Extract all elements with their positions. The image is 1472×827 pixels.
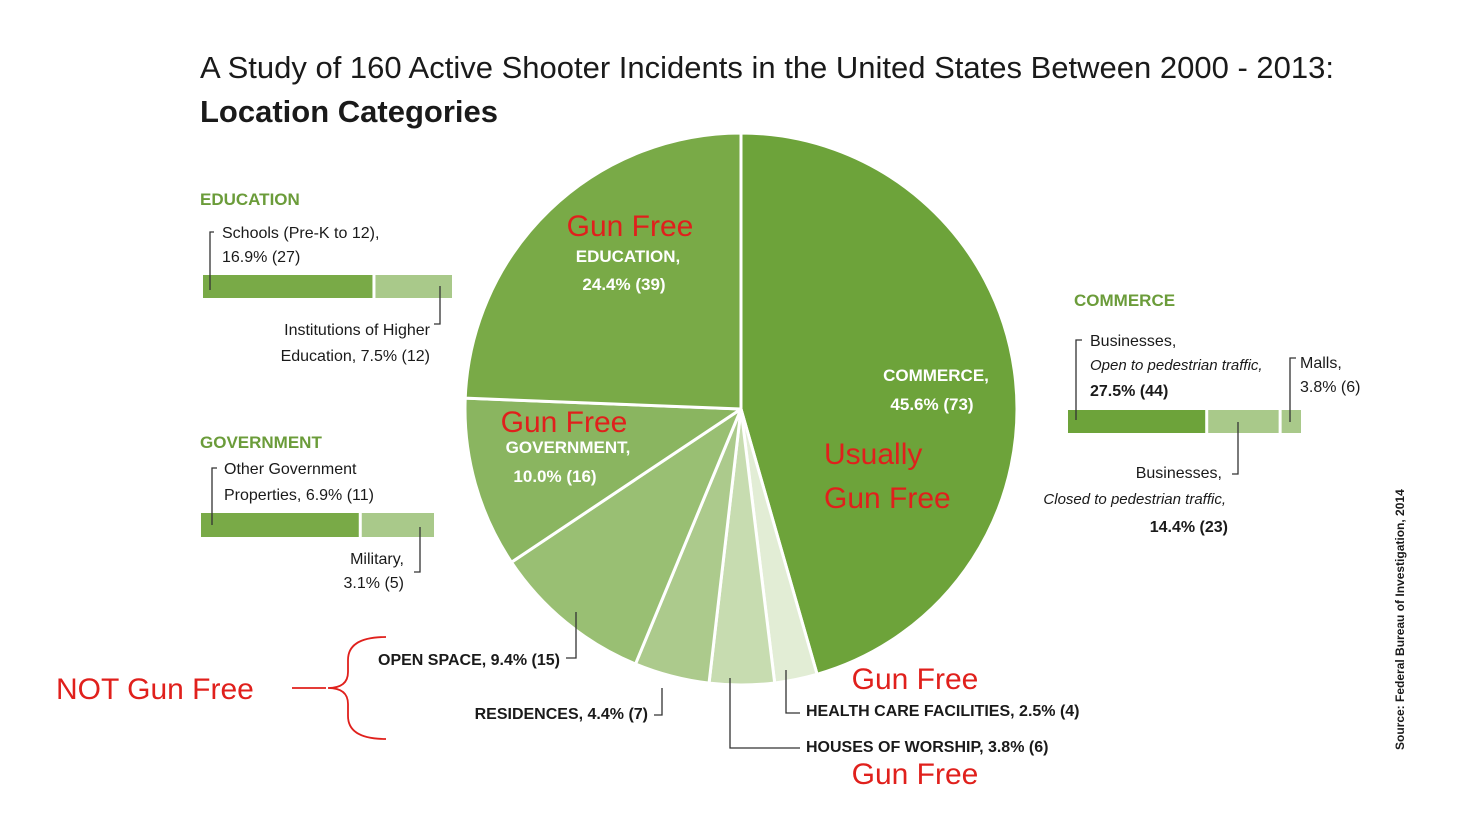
not-gun-free-note: NOT Gun Free: [56, 673, 254, 706]
education-header: EDUCATION: [200, 190, 300, 209]
worship-label: HOUSES OF WORSHIP, 3.8% (6): [806, 739, 1048, 756]
education-slice-label: EDUCATION,: [576, 247, 681, 266]
worship-leader: [729, 678, 800, 749]
malls-label-line1: Malls,: [1300, 355, 1342, 372]
higher-ed-leader: [434, 286, 441, 325]
closed-business-label-line1: Businesses,: [1136, 465, 1222, 482]
education-gun-free-note: Gun Free: [567, 210, 694, 243]
other-gov-leader: [211, 467, 217, 525]
closed-business-leader: [1232, 422, 1239, 475]
government-gun-free-note: Gun Free: [501, 406, 628, 439]
government-bar-segment-1: [201, 513, 359, 537]
government-slice-label: GOVERNMENT,: [506, 438, 631, 457]
malls-label-line2: 3.8% (6): [1300, 379, 1360, 396]
not-gun-free-brace: [292, 636, 387, 740]
higher-ed-label-line1: Institutions of Higher: [284, 322, 431, 339]
chart-title: A Study of 160 Active Shooter Incidents …: [200, 50, 1334, 85]
schools-leader: [209, 231, 214, 290]
government-slice-value: 10.0% (16): [513, 467, 596, 486]
government-bar-segment-2: [361, 513, 434, 537]
pie-chart: [463, 131, 1019, 687]
military-label-line2: 3.1% (5): [344, 575, 404, 592]
chart-subtitle: Location Categories: [200, 94, 498, 129]
pie-slice-government: [463, 396, 743, 564]
education-bar-segment-2: [375, 275, 452, 298]
schools-label-line2: 16.9% (27): [222, 249, 300, 266]
open-business-label-line1: Businesses,: [1090, 333, 1176, 350]
health-care-leader: [785, 670, 800, 714]
commerce-gun-free-note: Gun Free: [824, 482, 951, 515]
military-leader: [414, 527, 421, 573]
open-business-label-line2: Open to pedestrian traffic,: [1090, 357, 1263, 374]
commerce-slice-label: COMMERCE,: [883, 366, 989, 385]
pie-slice-education: [463, 131, 743, 411]
open-space-leader: [566, 612, 577, 659]
health-gun-free-note: Gun Free: [852, 663, 979, 696]
worship-gun-free-note: Gun Free: [852, 758, 979, 791]
pie-slice-open-space: [509, 407, 743, 666]
military-label-line1: Military,: [350, 551, 404, 568]
health-care-label: HEALTH CARE FACILITIES, 2.5% (4): [806, 703, 1080, 720]
closed-business-label-line3: 14.4% (23): [1150, 519, 1228, 536]
other-gov-label-line1: Other Government: [224, 461, 357, 478]
malls-leader: [1289, 357, 1296, 422]
commerce-bar-segment-1: [1068, 410, 1206, 433]
commerce-slice-value: 45.6% (73): [890, 395, 973, 414]
open-space-label: OPEN SPACE, 9.4% (15): [378, 652, 560, 669]
commerce-usually-note: Usually: [824, 438, 922, 471]
commerce-bar-segment-3: [1281, 410, 1301, 433]
government-header: GOVERNMENT: [200, 433, 322, 452]
open-business-leader: [1075, 339, 1082, 420]
other-gov-label-line2: Properties, 6.9% (11): [224, 487, 374, 504]
leader-lines: [209, 231, 1296, 749]
higher-ed-label-line2: Education, 7.5% (12): [281, 348, 430, 365]
residences-leader: [654, 688, 663, 716]
schools-label-line1: Schools (Pre-K to 12),: [222, 225, 379, 242]
education-slice-value: 24.4% (39): [582, 275, 665, 294]
commerce-bar-segment-2: [1208, 410, 1279, 433]
education-bar-segment-1: [203, 275, 373, 298]
open-business-label-line3: 27.5% (44): [1090, 383, 1168, 400]
pie-slice-commerce: [739, 131, 1019, 676]
closed-business-label-line2: Closed to pedestrian traffic,: [1043, 491, 1226, 508]
residences-label: RESIDENCES, 4.4% (7): [475, 706, 648, 723]
source-credit: Source: Federal Bureau of Investigation,…: [1393, 489, 1407, 750]
commerce-header: COMMERCE: [1074, 291, 1175, 310]
subcategory-bars: [201, 275, 1301, 537]
